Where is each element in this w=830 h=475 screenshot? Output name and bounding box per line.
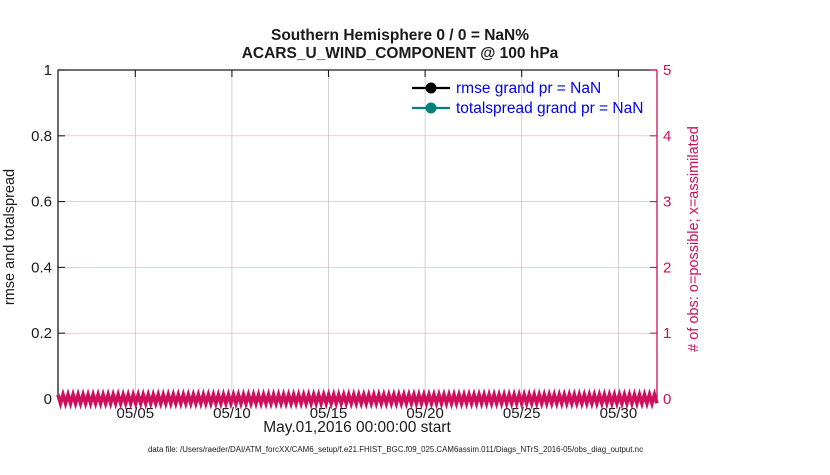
svg-text:0.8: 0.8 bbox=[31, 128, 52, 145]
svg-text:0.2: 0.2 bbox=[31, 325, 52, 342]
svg-text:3: 3 bbox=[663, 194, 671, 211]
svg-text:# of obs: o=possible; x=assimi: # of obs: o=possible; x=assimilated bbox=[686, 126, 702, 352]
svg-text:data file: /Users/raeder/DAI/A: data file: /Users/raeder/DAI/ATM_forcXX/… bbox=[148, 445, 643, 454]
svg-text:2: 2 bbox=[663, 259, 671, 276]
svg-text:May.01,2016 00:00:00 start: May.01,2016 00:00:00 start bbox=[263, 419, 451, 436]
svg-text:rmse and totalspread: rmse and totalspread bbox=[2, 169, 18, 305]
svg-text:4: 4 bbox=[663, 128, 671, 145]
svg-text:Southern Hemisphere 0 / 0 = Na: Southern Hemisphere 0 / 0 = NaN% bbox=[271, 27, 529, 44]
svg-text:0.4: 0.4 bbox=[31, 259, 52, 276]
svg-text:0.6: 0.6 bbox=[31, 194, 52, 211]
svg-text:5: 5 bbox=[663, 62, 671, 79]
svg-text:rmse grand pr = NaN: rmse grand pr = NaN bbox=[456, 80, 601, 97]
svg-text:ACARS_U_WIND_COMPONENT @ 100 h: ACARS_U_WIND_COMPONENT @ 100 hPa bbox=[242, 45, 559, 62]
svg-text:totalspread grand pr = NaN: totalspread grand pr = NaN bbox=[456, 100, 643, 117]
svg-text:1: 1 bbox=[44, 62, 52, 79]
svg-text:05/10: 05/10 bbox=[213, 405, 251, 422]
svg-text:1: 1 bbox=[663, 325, 671, 342]
svg-text:0: 0 bbox=[663, 391, 671, 408]
svg-text:0: 0 bbox=[44, 391, 52, 408]
